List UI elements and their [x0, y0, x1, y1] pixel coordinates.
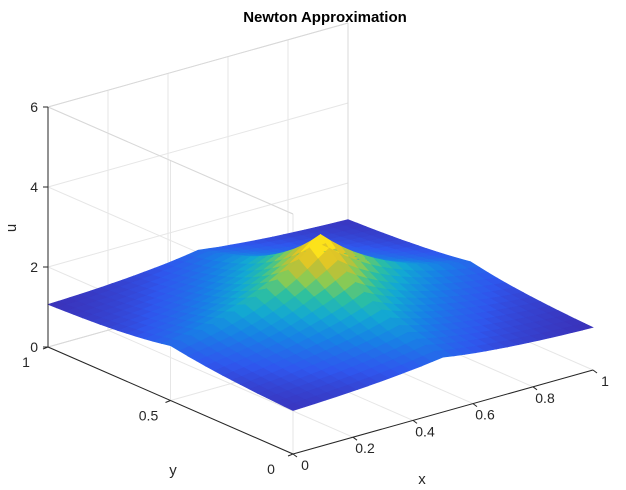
y-axis-label: y — [169, 462, 177, 479]
x-tick-label: 0 — [301, 457, 309, 473]
x-tick-label: 0.4 — [415, 423, 435, 439]
y-tick-mark — [165, 400, 171, 403]
x-tick-mark — [472, 403, 478, 408]
x-tick-label: 0.2 — [355, 440, 375, 456]
y-tick-label: 0.5 — [139, 408, 159, 424]
x-tick-mark — [352, 436, 358, 441]
x-tick-label: 0.8 — [535, 390, 555, 406]
box-edge — [47, 22, 349, 108]
z-tick-label: 0 — [30, 339, 38, 355]
x-axis-label: x — [418, 471, 426, 488]
z-axis-label: u — [3, 224, 20, 232]
surface-plot — [47, 219, 594, 411]
x-tick-mark — [592, 369, 598, 374]
y-tick-mark — [287, 453, 294, 457]
x-tick-mark — [292, 453, 298, 458]
box-edge — [47, 106, 294, 215]
x-tick-label: 0.6 — [475, 407, 495, 423]
surface-patch — [572, 322, 594, 331]
y-tick-label: 0 — [267, 461, 275, 477]
axis-line — [292, 369, 594, 455]
x-tick-mark — [412, 419, 418, 424]
z-tick-label: 2 — [30, 259, 38, 275]
x-tick-mark — [532, 386, 538, 391]
x-tick-label: 1 — [601, 373, 609, 389]
y-tick-label: 1 — [22, 354, 30, 370]
z-tick-label: 6 — [30, 99, 38, 115]
z-tick-label: 4 — [30, 179, 38, 195]
wall-gridline-z — [46, 22, 349, 215]
chart-title: Newton Approximation — [243, 9, 407, 26]
